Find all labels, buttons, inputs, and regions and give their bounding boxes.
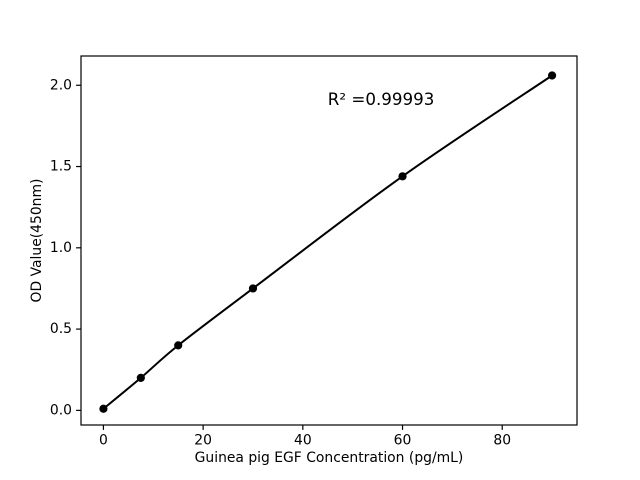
data-point	[174, 341, 183, 350]
data-point	[99, 404, 108, 413]
y-tick-label: 1.0	[50, 240, 72, 256]
x-tick-label: 40	[294, 433, 312, 449]
y-tick-label: 0.5	[50, 321, 72, 337]
x-axis-label: Guinea pig EGF Concentration (pg/mL)	[195, 450, 464, 466]
y-axis-label: OD Value(450nm)	[29, 179, 45, 303]
r-squared-annotation: R² =0.99993	[328, 89, 435, 109]
y-tick-label: 2.0	[50, 77, 72, 93]
y-tick-label: 0.0	[50, 402, 72, 418]
x-tick-label: 80	[493, 433, 511, 449]
data-point	[136, 373, 145, 382]
plot-area	[80, 55, 578, 426]
x-tick-label: 0	[99, 433, 108, 449]
x-tick-label: 20	[194, 433, 212, 449]
y-tick-label: 1.5	[50, 159, 72, 175]
data-point	[398, 172, 407, 181]
chart-generated-layer: 0 20 40 60 80 0.0 0.5 1.0 1.5 2.0	[50, 55, 578, 449]
x-tick-label: 60	[394, 433, 412, 449]
data-point	[248, 284, 258, 293]
data-point	[547, 71, 557, 80]
